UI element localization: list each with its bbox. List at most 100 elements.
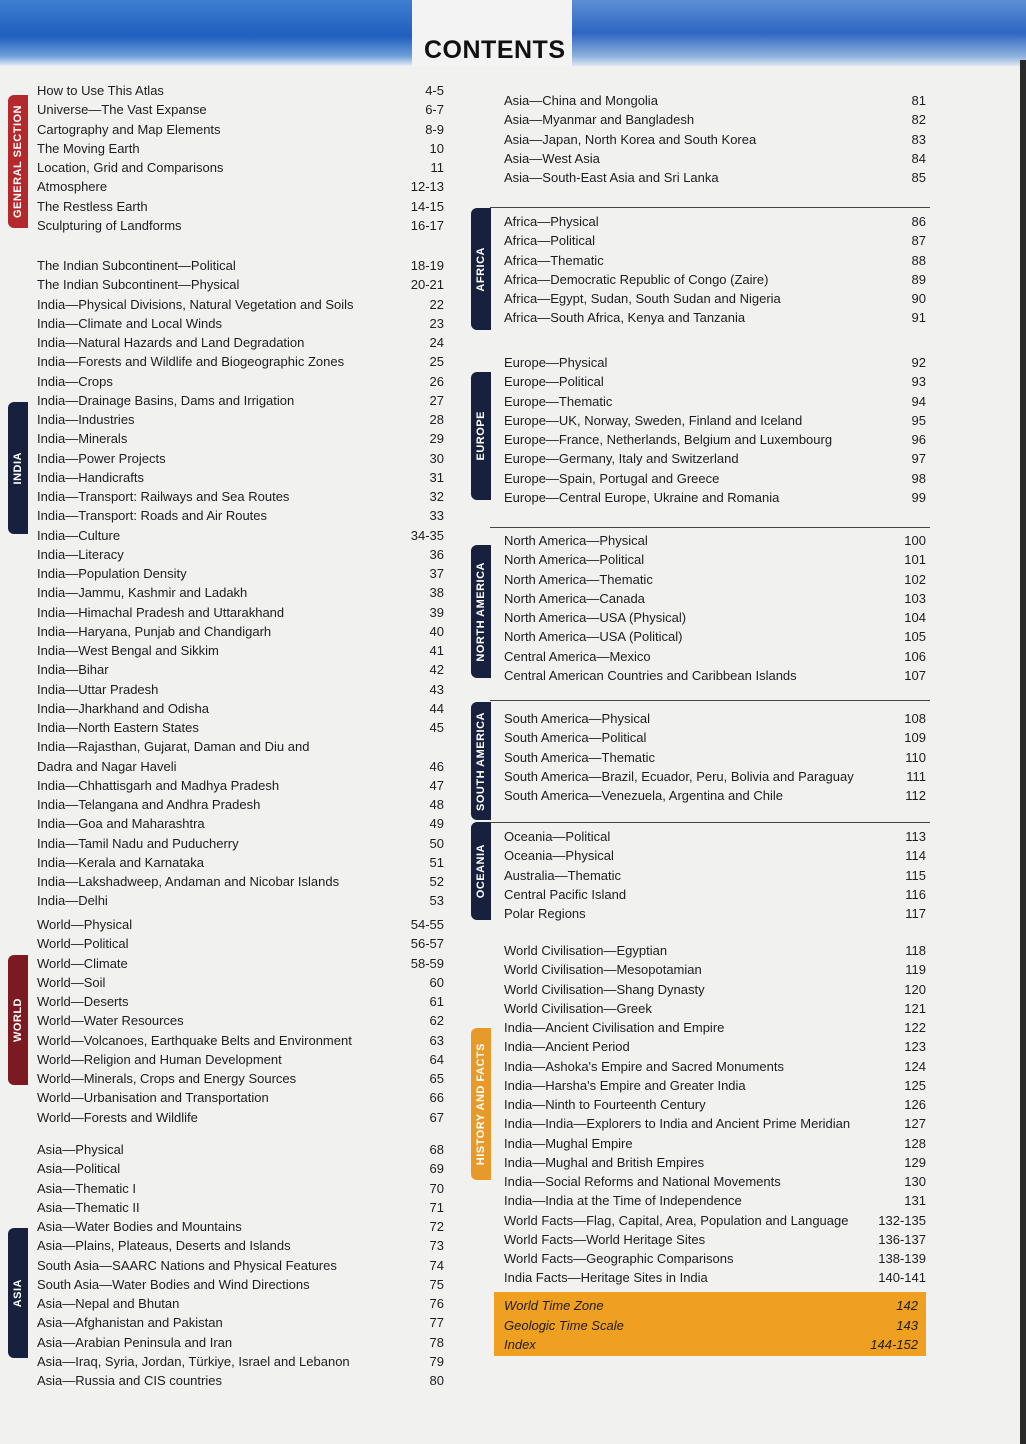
toc-entry[interactable]: Index 144-152 xyxy=(504,1335,918,1355)
toc-entry[interactable]: India—Climate and Local Winds 23 xyxy=(37,314,444,333)
toc-entry[interactable]: India—Uttar Pradesh 43 xyxy=(37,680,444,699)
toc-entry[interactable]: Asia—Afghanistan and Pakistan 77 xyxy=(37,1313,444,1332)
toc-entry[interactable]: Cartography and Map Elements 8-9 xyxy=(37,120,444,139)
toc-entry[interactable]: India—India at the Time of Independence 1… xyxy=(504,1191,926,1210)
toc-entry[interactable]: India—Culture 34-35 xyxy=(37,526,444,545)
toc-entry[interactable]: India Facts—Heritage Sites in India 140-1… xyxy=(504,1268,926,1287)
toc-entry[interactable]: World—Religion and Human Development 64 xyxy=(37,1050,444,1069)
toc-entry[interactable]: World Facts—Geographic Comparisons 138-13… xyxy=(504,1249,926,1268)
toc-entry[interactable]: The Moving Earth 10 xyxy=(37,139,444,158)
toc-entry[interactable]: India—Chhattisgarh and Madhya Pradesh 47 xyxy=(37,776,444,795)
toc-entry[interactable]: South America—Thematic 110 xyxy=(504,748,926,767)
toc-entry[interactable]: Africa—Thematic 88 xyxy=(504,251,926,270)
toc-entry[interactable]: Asia—Physical 68 xyxy=(37,1140,444,1159)
toc-entry[interactable]: India—India—Explorers to India and Ancie… xyxy=(504,1114,926,1133)
toc-entry[interactable]: Asia—Myanmar and Bangladesh 82 xyxy=(504,110,926,129)
toc-entry[interactable]: India—Ninth to Fourteenth Century 126 xyxy=(504,1095,926,1114)
toc-entry[interactable]: India—Jharkhand and Odisha 44 xyxy=(37,699,444,718)
toc-entry[interactable]: Central American Countries and Caribbean… xyxy=(504,666,926,685)
toc-entry[interactable]: India—Literacy 36 xyxy=(37,545,444,564)
toc-entry[interactable]: South Asia—SAARC Nations and Physical Fe… xyxy=(37,1256,444,1275)
toc-entry[interactable]: India—Transport: Railways and Sea Routes… xyxy=(37,487,444,506)
toc-entry[interactable]: Asia—Japan, North Korea and South Korea 8… xyxy=(504,130,926,149)
toc-entry[interactable]: World—Forests and Wildlife 67 xyxy=(37,1108,444,1127)
toc-entry[interactable]: India—Tamil Nadu and Puducherry 50 xyxy=(37,834,444,853)
toc-entry[interactable]: How to Use This Atlas 4-5 xyxy=(37,81,444,100)
toc-entry[interactable]: World—Political 56-57 xyxy=(37,934,444,953)
toc-entry[interactable]: Universe—The Vast Expanse 6-7 xyxy=(37,100,444,119)
toc-entry[interactable]: India—Ashoka's Empire and Sacred Monumen… xyxy=(504,1057,926,1076)
toc-entry[interactable]: India—Harsha's Empire and Greater India 1… xyxy=(504,1076,926,1095)
toc-entry[interactable]: Australia—Thematic 115 xyxy=(504,866,926,885)
toc-entry[interactable]: The Restless Earth 14-15 xyxy=(37,197,444,216)
toc-entry[interactable]: South America—Political 109 xyxy=(504,728,926,747)
toc-entry[interactable]: Europe—France, Netherlands, Belgium and … xyxy=(504,430,926,449)
toc-entry[interactable]: India—Handicrafts 31 xyxy=(37,468,444,487)
toc-entry[interactable]: World Civilisation—Shang Dynasty 120 xyxy=(504,980,926,999)
toc-entry[interactable]: North America—USA (Physical) 104 xyxy=(504,608,926,627)
toc-entry[interactable]: Sculpturing of Landforms 16-17 xyxy=(37,216,444,235)
toc-entry[interactable]: Asia—South-East Asia and Sri Lanka 85 xyxy=(504,168,926,187)
toc-entry[interactable]: India—Bihar 42 xyxy=(37,660,444,679)
toc-entry[interactable]: World—Minerals, Crops and Energy Sources… xyxy=(37,1069,444,1088)
toc-entry[interactable]: North America—Canada 103 xyxy=(504,589,926,608)
toc-entry[interactable]: India—Mughal and British Empires 129 xyxy=(504,1153,926,1172)
toc-entry[interactable]: Geologic Time Scale 143 xyxy=(504,1316,918,1336)
toc-entry[interactable]: Asia—Russia and CIS countries 80 xyxy=(37,1371,444,1390)
toc-entry[interactable]: Europe—Central Europe, Ukraine and Roman… xyxy=(504,488,926,507)
toc-entry[interactable]: Asia—Arabian Peninsula and Iran 78 xyxy=(37,1333,444,1352)
toc-entry[interactable]: India—Power Projects 30 xyxy=(37,449,444,468)
toc-entry[interactable]: Central Pacific Island 116 xyxy=(504,885,926,904)
toc-entry[interactable]: India—Haryana, Punjab and Chandigarh 40 xyxy=(37,622,444,641)
toc-entry[interactable]: India—Forests and Wildlife and Biogeogra… xyxy=(37,352,444,371)
toc-entry[interactable]: South Asia—Water Bodies and Wind Directi… xyxy=(37,1275,444,1294)
toc-entry[interactable]: World Facts—Flag, Capital, Area, Populat… xyxy=(504,1211,926,1230)
toc-entry[interactable]: India—Lakshadweep, Andaman and Nicobar I… xyxy=(37,872,444,891)
toc-entry[interactable]: Asia—Nepal and Bhutan 76 xyxy=(37,1294,444,1313)
toc-entry[interactable]: Europe—UK, Norway, Sweden, Finland and I… xyxy=(504,411,926,430)
toc-entry[interactable]: India—Delhi 53 xyxy=(37,891,444,910)
toc-entry[interactable]: Oceania—Physical 114 xyxy=(504,846,926,865)
toc-entry[interactable]: Asia—West Asia 84 xyxy=(504,149,926,168)
toc-entry[interactable]: World—Water Resources 62 xyxy=(37,1011,444,1030)
toc-entry[interactable]: North America—Thematic 102 xyxy=(504,570,926,589)
toc-entry[interactable]: North America—Physical 100 xyxy=(504,531,926,550)
toc-entry[interactable]: World—Physical 54-55 xyxy=(37,915,444,934)
toc-entry[interactable]: World Civilisation—Egyptian 118 xyxy=(504,941,926,960)
toc-entry[interactable]: Atmosphere 12-13 xyxy=(37,177,444,196)
toc-entry[interactable]: Asia—China and Mongolia 81 xyxy=(504,91,926,110)
toc-entry[interactable]: World—Climate 58-59 xyxy=(37,954,444,973)
toc-entry[interactable]: India—Minerals 29 xyxy=(37,429,444,448)
toc-entry[interactable]: India—Jammu, Kashmir and Ladakh 38 xyxy=(37,583,444,602)
toc-entry[interactable]: Asia—Iraq, Syria, Jordan, Türkiye, Israe… xyxy=(37,1352,444,1371)
toc-entry[interactable]: World Time Zone 142 xyxy=(504,1296,918,1316)
toc-entry[interactable]: World Civilisation—Greek 121 xyxy=(504,999,926,1018)
toc-entry[interactable]: Central America—Mexico 106 xyxy=(504,647,926,666)
toc-entry[interactable]: India—North Eastern States 45 xyxy=(37,718,444,737)
toc-entry[interactable]: India—Industries 28 xyxy=(37,410,444,429)
toc-entry[interactable]: Polar Regions 117 xyxy=(504,904,926,923)
toc-entry[interactable]: India—Physical Divisions, Natural Vegeta… xyxy=(37,295,444,314)
toc-entry[interactable]: India—Goa and Maharashtra 49 xyxy=(37,814,444,833)
toc-entry[interactable]: Asia—Water Bodies and Mountains 72 xyxy=(37,1217,444,1236)
toc-entry[interactable]: Africa—Democratic Republic of Congo (Zai… xyxy=(504,270,926,289)
toc-entry[interactable]: Europe—Germany, Italy and Switzerland 97 xyxy=(504,449,926,468)
toc-entry[interactable]: Oceania—Political 113 xyxy=(504,827,926,846)
toc-entry[interactable]: India—Transport: Roads and Air Routes 33 xyxy=(37,506,444,525)
toc-entry[interactable]: India—Telangana and Andhra Pradesh 48 xyxy=(37,795,444,814)
toc-entry[interactable]: Asia—Plains, Plateaus, Deserts and Islan… xyxy=(37,1236,444,1255)
toc-entry[interactable]: India—Social Reforms and National Moveme… xyxy=(504,1172,926,1191)
toc-entry[interactable]: Europe—Physical 92 xyxy=(504,353,926,372)
toc-entry[interactable]: India—Crops 26 xyxy=(37,372,444,391)
toc-entry[interactable]: North America—Political 101 xyxy=(504,550,926,569)
toc-entry[interactable]: India—Mughal Empire 128 xyxy=(504,1134,926,1153)
toc-entry[interactable]: South America—Brazil, Ecuador, Peru, Bol… xyxy=(504,767,926,786)
toc-entry[interactable]: Europe—Spain, Portugal and Greece 98 xyxy=(504,469,926,488)
toc-entry[interactable]: The Indian Subcontinent—Political 18-19 xyxy=(37,256,444,275)
toc-entry[interactable]: India—Kerala and Karnataka 51 xyxy=(37,853,444,872)
toc-entry[interactable]: South America—Physical 108 xyxy=(504,709,926,728)
toc-entry[interactable]: Africa—South Africa, Kenya and Tanzania 9… xyxy=(504,308,926,327)
toc-entry[interactable]: Europe—Thematic 94 xyxy=(504,392,926,411)
toc-entry[interactable]: World Facts—World Heritage Sites 136-137 xyxy=(504,1230,926,1249)
toc-entry[interactable]: India—Himachal Pradesh and Uttarakhand 39 xyxy=(37,603,444,622)
